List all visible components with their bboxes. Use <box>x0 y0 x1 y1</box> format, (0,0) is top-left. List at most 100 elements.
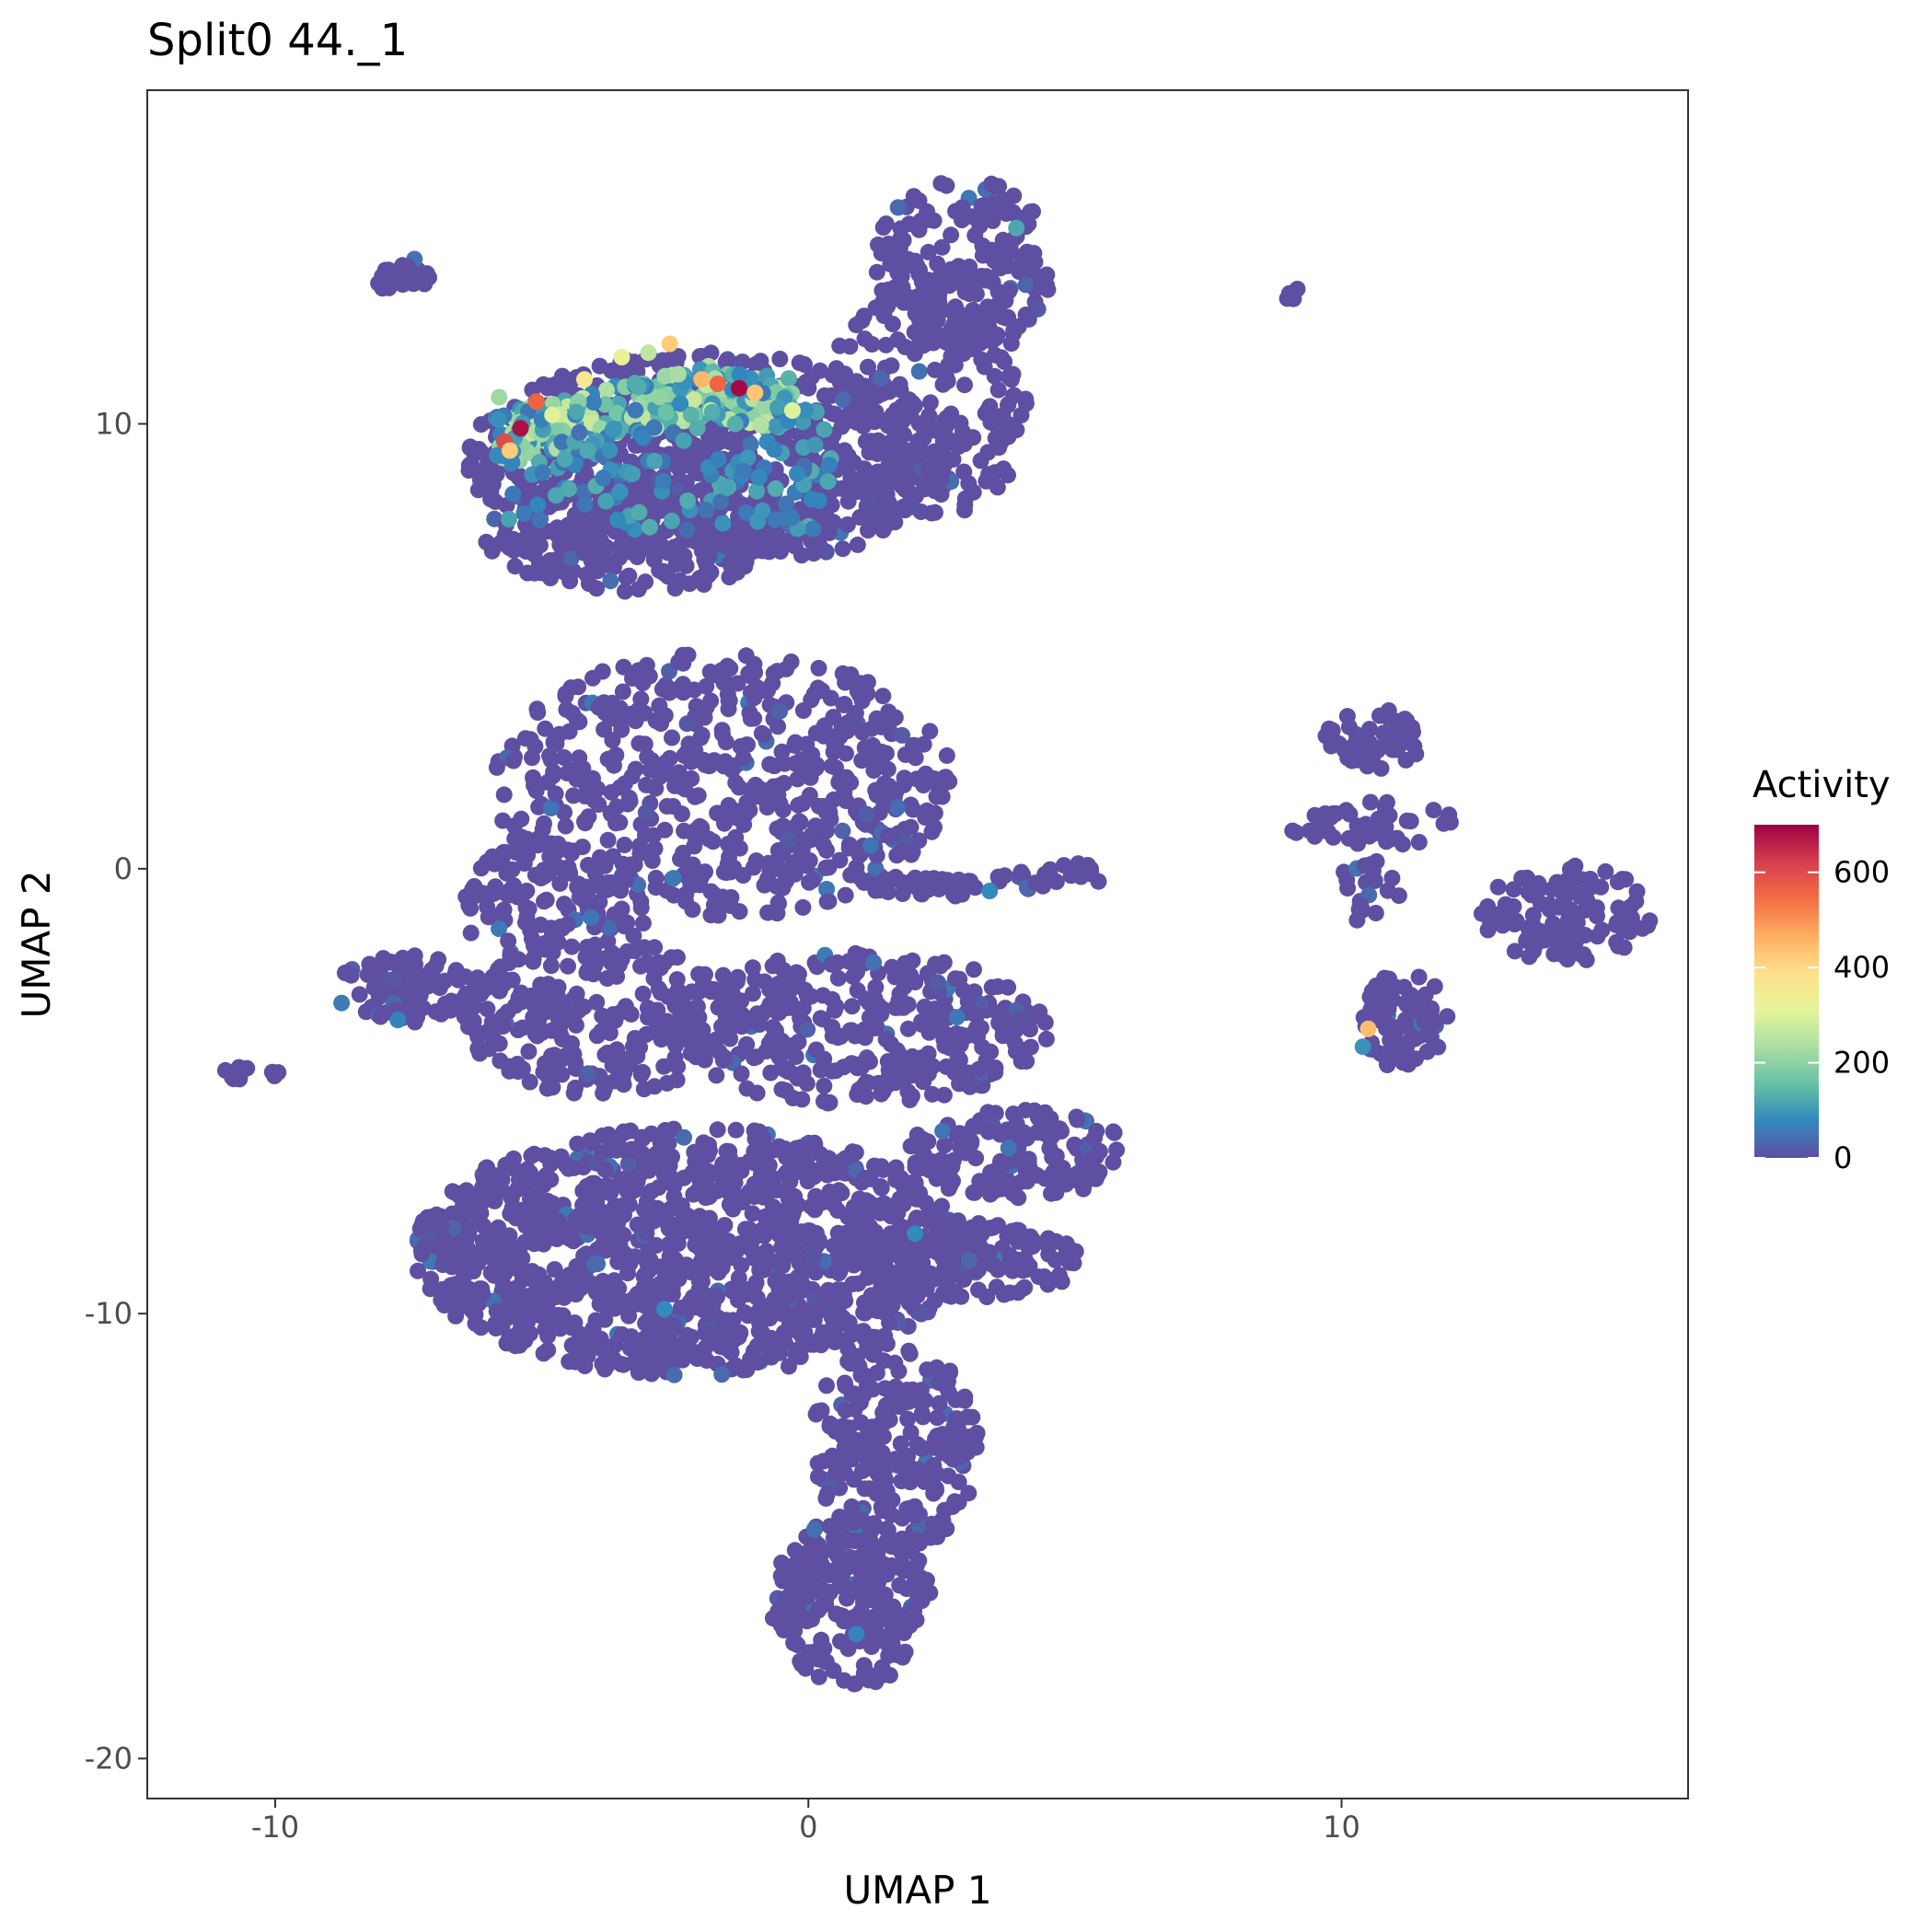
cell-point <box>622 705 640 723</box>
cell-point <box>821 1417 839 1435</box>
cell-point <box>877 1031 895 1048</box>
cell-point <box>817 543 835 561</box>
cell-point <box>894 440 911 457</box>
cell-point <box>665 494 683 512</box>
cell-point <box>617 998 634 1015</box>
cell-point <box>1288 824 1305 841</box>
cell-point <box>664 1279 681 1297</box>
cell-point <box>342 966 360 984</box>
cell-point <box>894 1649 911 1666</box>
cell-point <box>894 843 911 861</box>
cell-point <box>503 971 521 989</box>
cell-point <box>558 700 575 718</box>
cell-point <box>899 996 917 1013</box>
cell-point <box>842 1434 860 1452</box>
cell-point <box>505 1308 523 1325</box>
cell-point <box>972 1238 989 1255</box>
cell-point <box>549 987 566 1004</box>
cell-point <box>569 1135 586 1152</box>
cell-point <box>557 688 574 705</box>
cell-point <box>769 1003 786 1021</box>
cell-point <box>1380 702 1397 719</box>
cell-point <box>480 1040 498 1058</box>
cell-point <box>542 1171 560 1188</box>
cell-point <box>972 452 989 469</box>
cell-point <box>638 1224 655 1242</box>
cell-point <box>761 756 779 773</box>
cell-point <box>651 697 668 714</box>
cell-point <box>727 1187 745 1205</box>
cell-point <box>835 1613 852 1630</box>
cell-point <box>490 961 507 978</box>
cell-point <box>1402 813 1419 830</box>
cell-point <box>830 774 848 791</box>
cell-point <box>619 914 636 931</box>
cell-point <box>399 258 416 275</box>
cell-point <box>616 837 633 853</box>
cell-point <box>891 422 908 440</box>
cell-point <box>1005 322 1023 340</box>
cell-point <box>517 543 535 560</box>
cell-point <box>469 1203 486 1221</box>
cell-point <box>1317 727 1335 745</box>
cell-point <box>238 1059 256 1077</box>
cell-point <box>622 1291 640 1309</box>
cell-point <box>931 957 949 975</box>
cell-point <box>516 730 534 747</box>
cell-point <box>950 1056 967 1073</box>
cell-point <box>869 1585 886 1602</box>
cell-point <box>542 800 560 816</box>
cell-point <box>542 570 559 586</box>
cell-point <box>632 957 649 975</box>
cell-point <box>723 841 740 859</box>
cell-point <box>940 1467 957 1485</box>
cell-point <box>414 1000 432 1016</box>
cell-point <box>1410 834 1428 850</box>
cell-point <box>555 749 573 766</box>
cell-point <box>843 1055 861 1072</box>
cell-point <box>855 1665 873 1683</box>
cell-point <box>754 542 771 560</box>
cell-point <box>901 1345 919 1362</box>
cell-point <box>528 1027 546 1045</box>
cell-point <box>688 452 705 469</box>
cell-point <box>824 405 841 422</box>
cell-point <box>562 1036 580 1054</box>
cell-point <box>376 261 394 279</box>
cell-point <box>648 1329 665 1347</box>
cell-point <box>813 1402 830 1419</box>
cell-point <box>525 769 541 786</box>
cell-point <box>863 336 881 353</box>
cell-point <box>693 1214 711 1231</box>
cell-point <box>669 1058 687 1075</box>
cell-point <box>614 683 631 700</box>
cell-point <box>518 527 536 545</box>
cell-point <box>485 538 502 555</box>
cell-point <box>534 820 551 838</box>
cell-point <box>713 1366 731 1383</box>
cell-point <box>535 1345 552 1362</box>
cell-point <box>678 715 696 733</box>
cell-point <box>959 993 977 1011</box>
cell-point <box>666 580 684 597</box>
cell-point <box>416 275 434 293</box>
cell-point <box>593 1023 610 1040</box>
cell-point <box>893 463 910 480</box>
cell-point <box>956 1392 974 1409</box>
cell-point <box>961 1078 978 1095</box>
cell-point <box>751 1016 769 1033</box>
cell-point <box>873 1085 890 1103</box>
cell-point <box>544 943 561 961</box>
cell-point <box>571 889 588 906</box>
cell-point <box>504 1252 522 1269</box>
cell-point <box>558 1157 575 1174</box>
cell-point <box>847 1144 864 1162</box>
cell-point <box>723 984 741 1001</box>
cell-point <box>575 544 593 561</box>
cell-point <box>529 1005 547 1023</box>
cell-point <box>647 869 665 886</box>
cell-point <box>584 1134 601 1151</box>
cell-point <box>828 1281 846 1299</box>
cell-point <box>666 997 684 1014</box>
cell-point <box>494 812 512 829</box>
